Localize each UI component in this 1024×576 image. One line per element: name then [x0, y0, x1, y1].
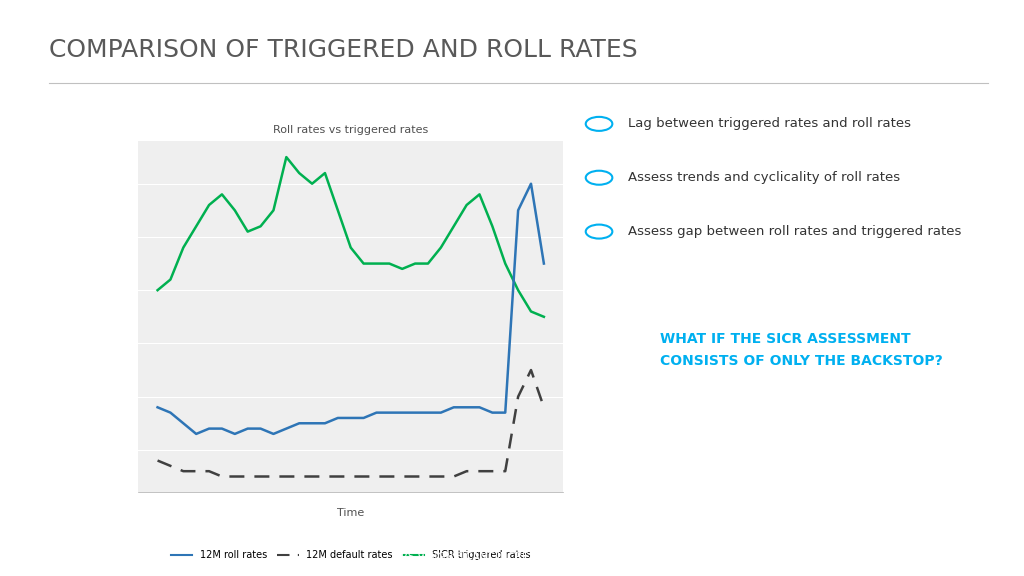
Text: Assess trends and cyclicality of roll rates: Assess trends and cyclicality of roll ra…	[628, 171, 900, 184]
Text: 13: 13	[979, 552, 993, 562]
Text: Lag between triggered rates and roll rates: Lag between triggered rates and roll rat…	[628, 118, 910, 130]
Title: Roll rates vs triggered rates: Roll rates vs triggered rates	[273, 125, 428, 135]
Legend: 12M roll rates, 12M default rates, SICR triggered rates: 12M roll rates, 12M default rates, SICR …	[167, 547, 535, 564]
Text: COMPARISON OF TRIGGERED AND ROLL RATES: COMPARISON OF TRIGGERED AND ROLL RATES	[49, 37, 638, 62]
Text: WHAT IF THE SICR ASSESSMENT
CONSISTS OF ONLY THE BACKSTOP?: WHAT IF THE SICR ASSESSMENT CONSISTS OF …	[660, 332, 943, 368]
X-axis label: Time: Time	[337, 508, 365, 518]
Text: IFRS 9 SIGNIFICANT INCREASE IN CREDIT RISK: IFRS 9 SIGNIFICANT INCREASE IN CREDIT RI…	[392, 552, 632, 562]
Text: Assess gap between roll rates and triggered rates: Assess gap between roll rates and trigge…	[628, 225, 962, 238]
